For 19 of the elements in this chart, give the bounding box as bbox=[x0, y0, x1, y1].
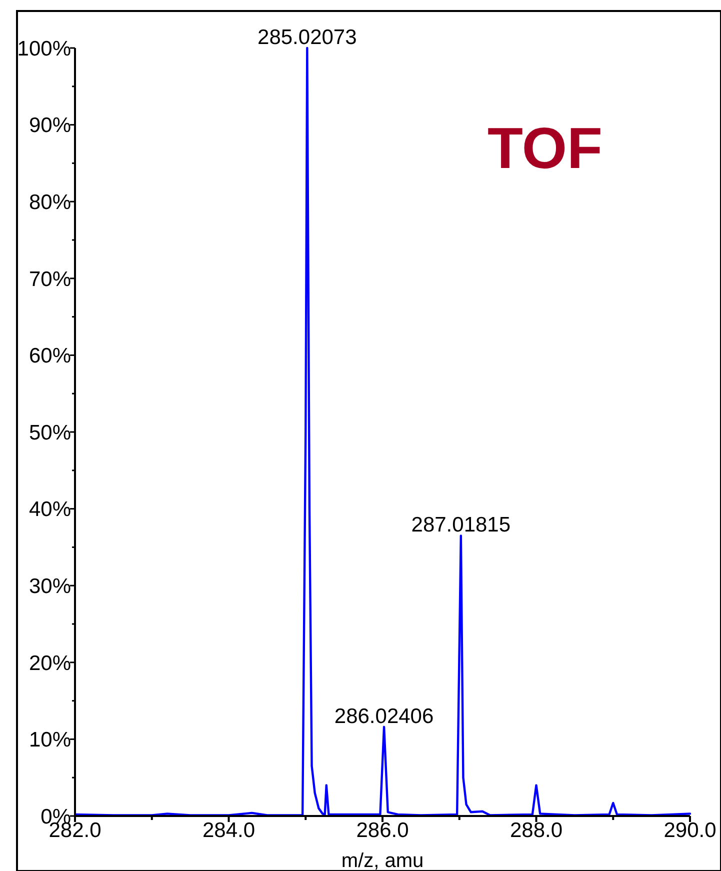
y-tick-label: 10% bbox=[28, 728, 71, 752]
y-tick-label: 60% bbox=[28, 344, 71, 368]
y-tick-label: 50% bbox=[28, 421, 71, 444]
y-tick-label: 90% bbox=[28, 114, 71, 138]
y-tick-label: 20% bbox=[28, 652, 71, 675]
annotation: 287.01815 bbox=[411, 514, 511, 537]
y-tick-label: 80% bbox=[28, 190, 71, 214]
x-axis-title: m/z, amu bbox=[341, 850, 424, 871]
x-tick-label: 284.0 bbox=[202, 819, 256, 842]
y-tick-label: 40% bbox=[28, 498, 71, 522]
annotation: 286.02406 bbox=[334, 704, 434, 728]
annotation: TOF bbox=[488, 116, 602, 181]
y-tick-label: 70% bbox=[28, 268, 71, 291]
x-tick-label: 286.0 bbox=[356, 819, 409, 842]
annotation: 285.02073 bbox=[258, 26, 357, 49]
y-tick-label: 30% bbox=[28, 574, 71, 598]
x-tick-label: 290.0 bbox=[664, 819, 716, 842]
x-tick-label: 288.0 bbox=[510, 819, 563, 842]
y-tick-label: 100% bbox=[17, 37, 71, 60]
